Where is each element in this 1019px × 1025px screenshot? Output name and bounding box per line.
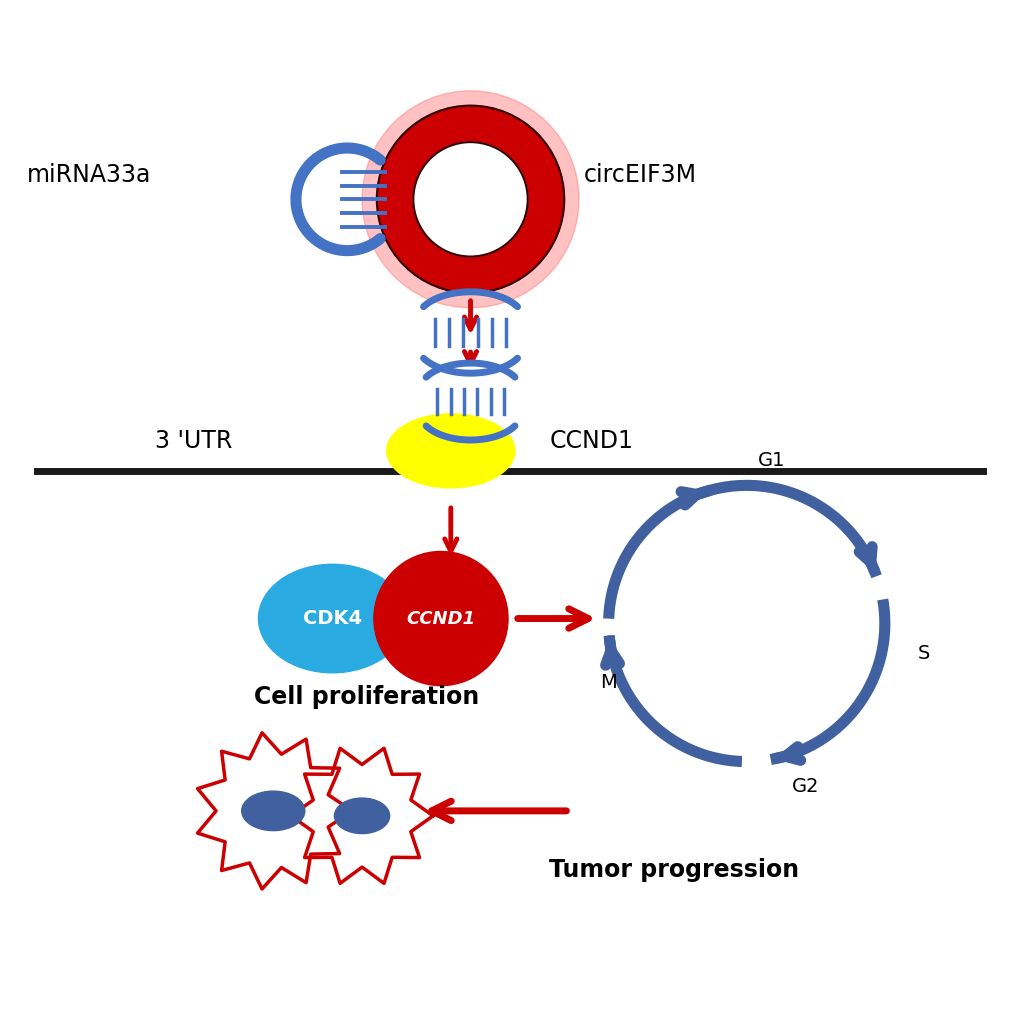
Ellipse shape [334,798,389,833]
Circle shape [374,551,507,686]
Ellipse shape [386,414,515,488]
Circle shape [413,142,527,256]
Circle shape [376,106,564,293]
Text: S: S [917,644,929,662]
Text: CCND1: CCND1 [406,610,475,627]
Ellipse shape [242,791,305,830]
Text: miRNA33a: miRNA33a [26,163,151,187]
Text: Cell proliferation: Cell proliferation [254,686,478,709]
Text: circEIF3M: circEIF3M [584,163,696,187]
Text: G2: G2 [792,777,819,795]
Ellipse shape [258,565,406,672]
Text: M: M [599,673,616,692]
Text: Tumor progression: Tumor progression [549,858,799,883]
Text: 3 'UTR: 3 'UTR [155,429,232,453]
Circle shape [362,91,579,308]
Text: CCND1: CCND1 [549,429,633,453]
Text: CDK4: CDK4 [303,609,362,628]
Text: G1: G1 [757,451,785,470]
